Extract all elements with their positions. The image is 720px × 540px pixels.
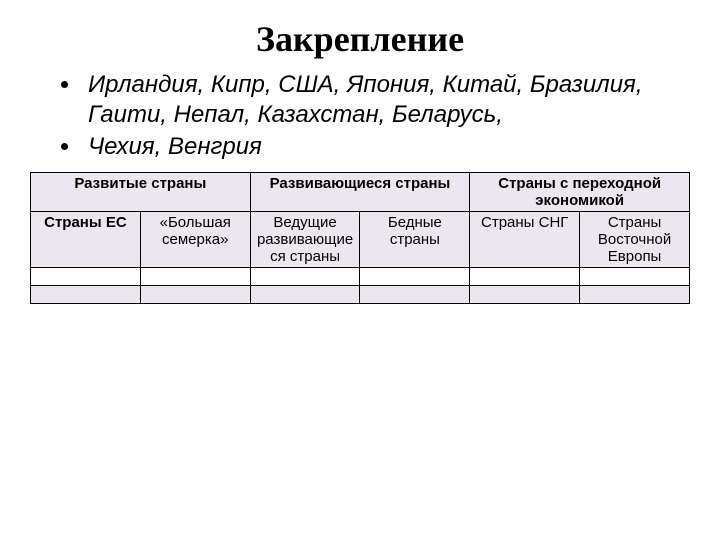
table-cell (250, 286, 360, 304)
table-cell (360, 268, 470, 286)
header-cell-transition: Страны с переходной экономикой (470, 173, 690, 212)
table-cell (31, 286, 141, 304)
header-cell-developing: Развивающиеся страны (250, 173, 470, 212)
table-cell (580, 286, 690, 304)
header-cell-developed: Развитые страны (31, 173, 251, 212)
subheader-cell: Страны Восточной Европы (580, 212, 690, 268)
table-cell (470, 286, 580, 304)
bullet-item: Ирландия, Кипр, США, Япония, Китай, Браз… (82, 70, 690, 130)
table-subheader-row: Страны ЕС «Большая семерка» Ведущие разв… (31, 212, 690, 268)
table-cell (580, 268, 690, 286)
table-header-row: Развитые страны Развивающиеся страны Стр… (31, 173, 690, 212)
subheader-cell: Страны СНГ (470, 212, 580, 268)
table-cell (250, 268, 360, 286)
table-row (31, 268, 690, 286)
bullet-list: Ирландия, Кипр, США, Япония, Китай, Браз… (30, 70, 690, 162)
slide-container: Закрепление Ирландия, Кипр, США, Япония,… (0, 0, 720, 304)
table-cell (470, 268, 580, 286)
subheader-cell: «Большая семерка» (140, 212, 250, 268)
table-cell (31, 268, 141, 286)
table-row (31, 286, 690, 304)
subheader-cell: Страны ЕС (31, 212, 141, 268)
subheader-cell: Ведущие развивающиеся страны (250, 212, 360, 268)
classification-table: Развитые страны Развивающиеся страны Стр… (30, 172, 690, 304)
table-cell (140, 286, 250, 304)
bullet-item: Чехия, Венгрия (82, 132, 690, 162)
slide-title: Закрепление (30, 18, 690, 60)
subheader-cell: Бедные страны (360, 212, 470, 268)
table-cell (140, 268, 250, 286)
table-cell (360, 286, 470, 304)
